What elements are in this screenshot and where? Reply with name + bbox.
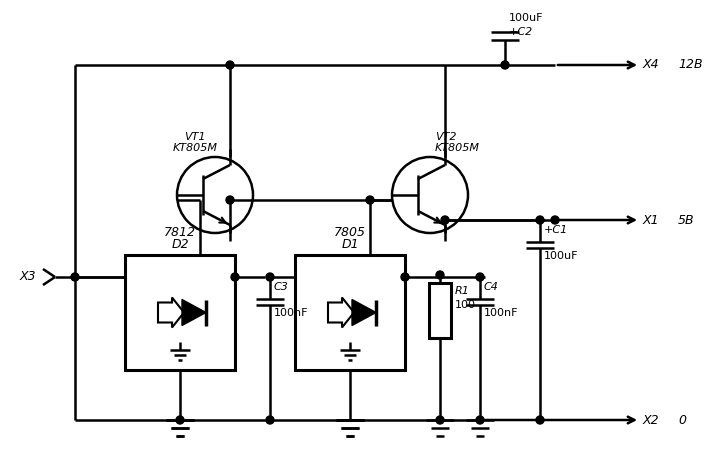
Text: X4: X4 [643,58,659,71]
Text: 5B: 5B [678,213,695,226]
Text: VT2: VT2 [435,132,456,142]
Bar [429,283,451,338]
Text: 100nF: 100nF [274,308,309,318]
Text: C3: C3 [274,282,289,292]
Text: 12B: 12B [678,58,703,71]
Circle shape [436,416,444,424]
Circle shape [226,61,234,69]
Text: 100uF: 100uF [509,13,544,23]
Polygon shape [182,299,206,325]
Polygon shape [352,299,376,325]
Polygon shape [158,297,184,327]
Text: R1: R1 [455,286,470,296]
Circle shape [441,216,449,224]
Circle shape [476,416,484,424]
Text: VT1: VT1 [184,132,206,142]
Text: +C1: +C1 [544,225,568,235]
Text: C4: C4 [484,282,499,292]
Text: KT805M: KT805M [173,143,218,153]
Circle shape [551,216,559,224]
Text: 100uF: 100uF [544,251,578,261]
Text: X2: X2 [643,413,659,426]
Text: KT805M: KT805M [435,143,480,153]
Text: X3: X3 [20,270,37,283]
Circle shape [231,273,239,281]
Circle shape [436,271,444,279]
Text: 7812: 7812 [164,226,196,240]
Text: +C2: +C2 [509,27,534,37]
Text: D2: D2 [171,239,189,252]
Circle shape [401,273,409,281]
Circle shape [266,273,274,281]
Text: 100nF: 100nF [484,308,518,318]
Text: 0: 0 [678,413,686,426]
Bar [125,255,235,370]
Text: X1: X1 [643,213,659,226]
Circle shape [266,416,274,424]
Circle shape [536,416,544,424]
Text: D1: D1 [341,239,359,252]
Bar [295,255,405,370]
Circle shape [536,216,544,224]
Text: 100: 100 [455,300,476,310]
Circle shape [501,61,509,69]
Circle shape [176,416,184,424]
Circle shape [226,196,234,204]
Text: 7805: 7805 [334,226,366,240]
Circle shape [71,273,79,281]
Circle shape [476,273,484,281]
Circle shape [366,196,374,204]
Polygon shape [328,297,354,327]
